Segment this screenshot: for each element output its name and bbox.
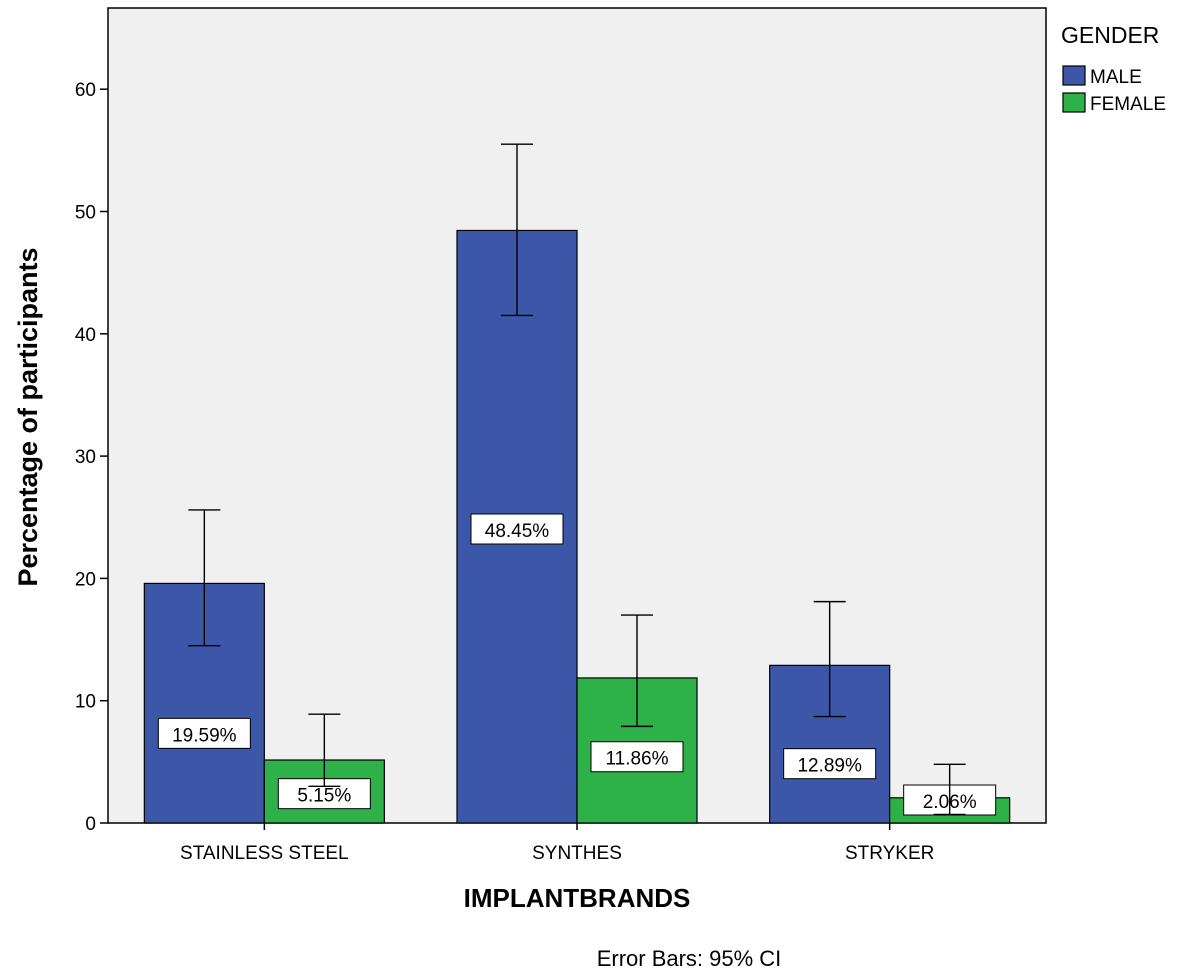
y-tick-label: 60: [75, 80, 96, 101]
y-tick-label: 0: [85, 814, 96, 835]
legend-label: FEMALE: [1090, 94, 1166, 115]
x-axis: STAINLESS STEEL SYNTHES STRYKER: [180, 823, 934, 864]
data-label: 19.59%: [172, 725, 237, 746]
data-label: 48.45%: [485, 521, 550, 542]
y-axis-title: Percentage of participants: [13, 247, 43, 586]
data-label-box: [783, 748, 877, 780]
legend-items: MALE FEMALE: [1062, 65, 1166, 115]
y-tick-label: 30: [75, 447, 96, 468]
y-axis: 0 10 20 30 40 50 60: [75, 80, 108, 835]
data-label: 12.89%: [797, 756, 862, 777]
footnote: Error Bars: 95% CI: [597, 946, 782, 971]
legend-swatch-male: [1062, 65, 1086, 86]
bars-layer: 19.59%5.15%48.45%11.86% 12.89%2.06%: [143, 143, 1011, 824]
y-tick-label: 10: [75, 692, 96, 713]
y-tick-label: 20: [75, 569, 96, 590]
x-category-label: STAINLESS STEEL: [180, 843, 349, 864]
data-label-box: [470, 513, 564, 545]
data-label: 5.15%: [297, 786, 351, 807]
legend-title: GENDER: [1061, 22, 1159, 48]
y-tick-label: 50: [75, 203, 96, 224]
x-axis-title: IMPLANTBRANDS: [464, 883, 691, 913]
legend: GENDER MALE FEMALE: [1061, 22, 1166, 115]
x-category-label: STRYKER: [845, 843, 934, 864]
y-tick-label: 40: [75, 325, 96, 346]
legend-label: MALE: [1090, 67, 1142, 88]
x-category-label: SYNTHES: [532, 843, 622, 864]
data-label-box: [590, 741, 684, 773]
data-label: 11.86%: [605, 749, 668, 770]
legend-swatch-female: [1062, 92, 1086, 113]
data-label-box: [157, 717, 251, 749]
